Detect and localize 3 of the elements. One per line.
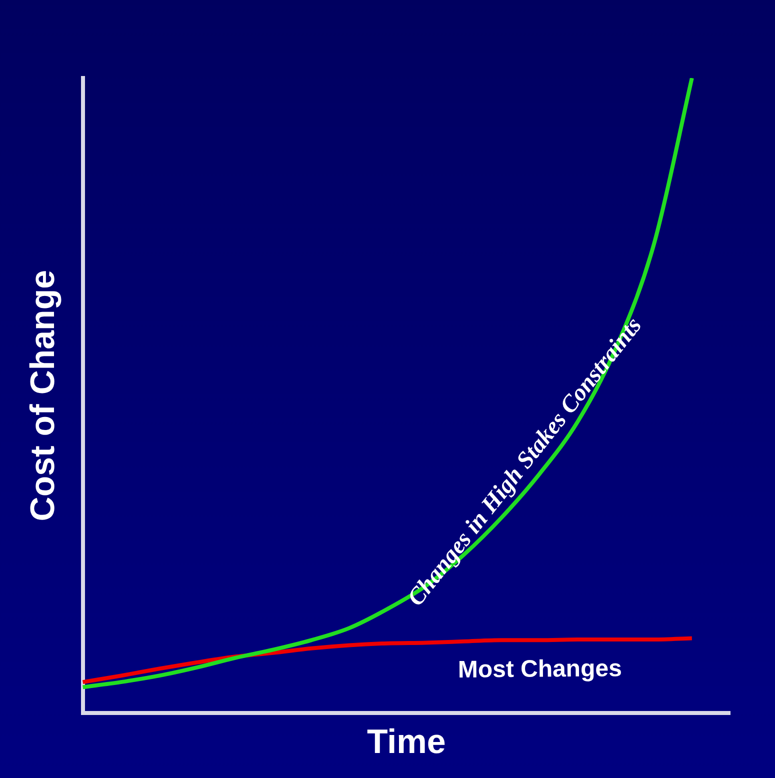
series-label: Most Changes xyxy=(458,655,622,684)
y-axis-title: Cost of Change xyxy=(24,270,62,522)
x-axis-title: Time xyxy=(367,722,446,761)
